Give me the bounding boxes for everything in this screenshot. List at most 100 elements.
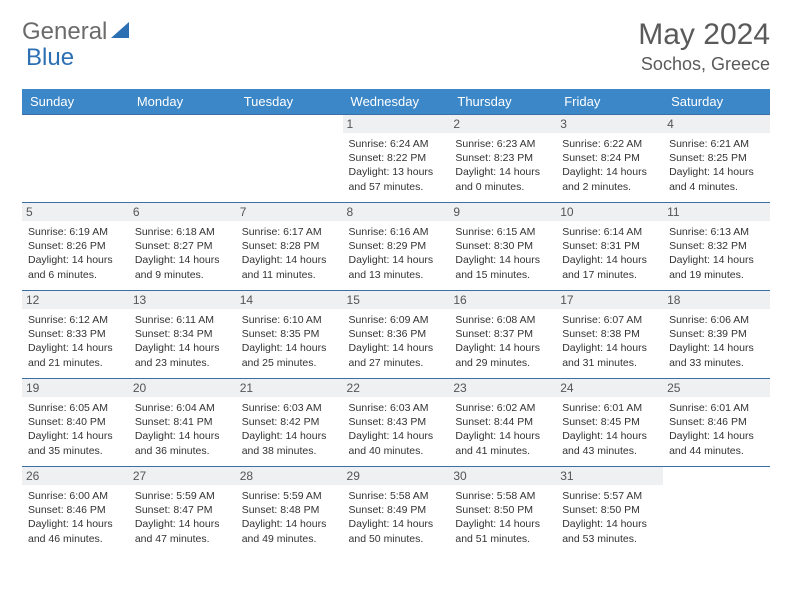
weekday-header: Monday xyxy=(129,89,236,115)
day-number: 18 xyxy=(663,291,770,309)
weekday-header: Sunday xyxy=(22,89,129,115)
day-details: Sunrise: 6:12 AMSunset: 8:33 PMDaylight:… xyxy=(28,313,123,370)
weekday-header: Saturday xyxy=(663,89,770,115)
day-details: Sunrise: 6:22 AMSunset: 8:24 PMDaylight:… xyxy=(562,137,657,194)
weekday-header: Tuesday xyxy=(236,89,343,115)
day-details: Sunrise: 6:03 AMSunset: 8:43 PMDaylight:… xyxy=(349,401,444,458)
day-number: 31 xyxy=(556,467,663,485)
month-title: May 2024 xyxy=(638,18,770,52)
calendar-week-row: ...1Sunrise: 6:24 AMSunset: 8:22 PMDayli… xyxy=(22,115,770,203)
day-details: Sunrise: 6:17 AMSunset: 8:28 PMDaylight:… xyxy=(242,225,337,282)
day-details: Sunrise: 6:06 AMSunset: 8:39 PMDaylight:… xyxy=(669,313,764,370)
calendar-day-cell: 30 Sunrise: 5:58 AMSunset: 8:50 PMDayligh… xyxy=(449,467,556,555)
weekday-header: Thursday xyxy=(449,89,556,115)
day-number: 3 xyxy=(556,115,663,133)
calendar-day-cell: 8 Sunrise: 6:16 AMSunset: 8:29 PMDaylight… xyxy=(343,203,450,291)
day-details: Sunrise: 6:11 AMSunset: 8:34 PMDaylight:… xyxy=(135,313,230,370)
calendar-day-cell: 5 Sunrise: 6:19 AMSunset: 8:26 PMDaylight… xyxy=(22,203,129,291)
calendar-day-cell: 29 Sunrise: 5:58 AMSunset: 8:49 PMDayligh… xyxy=(343,467,450,555)
day-details: Sunrise: 6:15 AMSunset: 8:30 PMDaylight:… xyxy=(455,225,550,282)
day-number: 16 xyxy=(449,291,556,309)
day-number: 4 xyxy=(663,115,770,133)
calendar-day-cell: . xyxy=(22,115,129,203)
calendar-day-cell: 1 Sunrise: 6:24 AMSunset: 8:22 PMDaylight… xyxy=(343,115,450,203)
calendar-day-cell: . xyxy=(129,115,236,203)
calendar-day-cell: 22 Sunrise: 6:03 AMSunset: 8:43 PMDayligh… xyxy=(343,379,450,467)
day-number: 11 xyxy=(663,203,770,221)
day-number: 2 xyxy=(449,115,556,133)
day-number: 10 xyxy=(556,203,663,221)
logo-sail-icon xyxy=(111,20,133,45)
day-details: Sunrise: 6:07 AMSunset: 8:38 PMDaylight:… xyxy=(562,313,657,370)
logo-text-general: General xyxy=(22,18,107,46)
calendar-day-cell: . xyxy=(663,467,770,555)
calendar-week-row: 12 Sunrise: 6:12 AMSunset: 8:33 PMDayligh… xyxy=(22,291,770,379)
day-details: Sunrise: 6:19 AMSunset: 8:26 PMDaylight:… xyxy=(28,225,123,282)
day-number: 21 xyxy=(236,379,343,397)
calendar-day-cell: 7 Sunrise: 6:17 AMSunset: 8:28 PMDaylight… xyxy=(236,203,343,291)
day-details: Sunrise: 6:24 AMSunset: 8:22 PMDaylight:… xyxy=(349,137,444,194)
calendar-day-cell: 28 Sunrise: 5:59 AMSunset: 8:48 PMDayligh… xyxy=(236,467,343,555)
day-number: 1 xyxy=(343,115,450,133)
day-number: 19 xyxy=(22,379,129,397)
day-details: Sunrise: 5:58 AMSunset: 8:50 PMDaylight:… xyxy=(455,489,550,546)
calendar-day-cell: 12 Sunrise: 6:12 AMSunset: 8:33 PMDayligh… xyxy=(22,291,129,379)
day-number: 6 xyxy=(129,203,236,221)
day-details: Sunrise: 5:59 AMSunset: 8:48 PMDaylight:… xyxy=(242,489,337,546)
day-details: Sunrise: 6:13 AMSunset: 8:32 PMDaylight:… xyxy=(669,225,764,282)
calendar-table: SundayMondayTuesdayWednesdayThursdayFrid… xyxy=(22,89,770,555)
day-number: 27 xyxy=(129,467,236,485)
day-details: Sunrise: 6:14 AMSunset: 8:31 PMDaylight:… xyxy=(562,225,657,282)
day-number: 28 xyxy=(236,467,343,485)
calendar-day-cell: 16Sunrise: 6:08 AMSunset: 8:37 PMDayligh… xyxy=(449,291,556,379)
calendar-day-cell: 27 Sunrise: 5:59 AMSunset: 8:47 PMDayligh… xyxy=(129,467,236,555)
day-number: 13 xyxy=(129,291,236,309)
day-details: Sunrise: 6:05 AMSunset: 8:40 PMDaylight:… xyxy=(28,401,123,458)
calendar-day-cell: 4 Sunrise: 6:21 AMSunset: 8:25 PMDaylight… xyxy=(663,115,770,203)
calendar-day-cell: 25Sunrise: 6:01 AMSunset: 8:46 PMDayligh… xyxy=(663,379,770,467)
day-details: Sunrise: 5:59 AMSunset: 8:47 PMDaylight:… xyxy=(135,489,230,546)
day-number: 30 xyxy=(449,467,556,485)
day-details: Sunrise: 6:04 AMSunset: 8:41 PMDaylight:… xyxy=(135,401,230,458)
day-number: 25 xyxy=(663,379,770,397)
day-details: Sunrise: 6:03 AMSunset: 8:42 PMDaylight:… xyxy=(242,401,337,458)
calendar-day-cell: 9 Sunrise: 6:15 AMSunset: 8:30 PMDaylight… xyxy=(449,203,556,291)
day-details: Sunrise: 6:21 AMSunset: 8:25 PMDaylight:… xyxy=(669,137,764,194)
day-number: 15 xyxy=(343,291,450,309)
calendar-day-cell: 24 Sunrise: 6:01 AMSunset: 8:45 PMDayligh… xyxy=(556,379,663,467)
day-details: Sunrise: 6:01 AMSunset: 8:45 PMDaylight:… xyxy=(562,401,657,458)
day-number: 12 xyxy=(22,291,129,309)
day-number: 5 xyxy=(22,203,129,221)
calendar-day-cell: 3 Sunrise: 6:22 AMSunset: 8:24 PMDaylight… xyxy=(556,115,663,203)
day-number: 14 xyxy=(236,291,343,309)
day-number: 7 xyxy=(236,203,343,221)
day-details: Sunrise: 6:10 AMSunset: 8:35 PMDaylight:… xyxy=(242,313,337,370)
calendar-week-row: 19 Sunrise: 6:05 AMSunset: 8:40 PMDayligh… xyxy=(22,379,770,467)
calendar-day-cell: 10 Sunrise: 6:14 AMSunset: 8:31 PMDayligh… xyxy=(556,203,663,291)
calendar-body: ...1Sunrise: 6:24 AMSunset: 8:22 PMDayli… xyxy=(22,115,770,555)
day-details: Sunrise: 6:00 AMSunset: 8:46 PMDaylight:… xyxy=(28,489,123,546)
day-number: 26 xyxy=(22,467,129,485)
day-number: 22 xyxy=(343,379,450,397)
calendar-day-cell: 20Sunrise: 6:04 AMSunset: 8:41 PMDayligh… xyxy=(129,379,236,467)
calendar-day-cell: 26 Sunrise: 6:00 AMSunset: 8:46 PMDayligh… xyxy=(22,467,129,555)
day-details: Sunrise: 6:16 AMSunset: 8:29 PMDaylight:… xyxy=(349,225,444,282)
day-details: Sunrise: 6:23 AMSunset: 8:23 PMDaylight:… xyxy=(455,137,550,194)
day-details: Sunrise: 6:09 AMSunset: 8:36 PMDaylight:… xyxy=(349,313,444,370)
day-number: 23 xyxy=(449,379,556,397)
day-number: 24 xyxy=(556,379,663,397)
day-details: Sunrise: 6:02 AMSunset: 8:44 PMDaylight:… xyxy=(455,401,550,458)
logo-text-blue: Blue xyxy=(26,44,74,71)
day-number: 9 xyxy=(449,203,556,221)
day-number: 8 xyxy=(343,203,450,221)
calendar-week-row: 26 Sunrise: 6:00 AMSunset: 8:46 PMDayligh… xyxy=(22,467,770,555)
calendar-day-cell: 23 Sunrise: 6:02 AMSunset: 8:44 PMDayligh… xyxy=(449,379,556,467)
calendar-day-cell: . xyxy=(236,115,343,203)
day-number: 29 xyxy=(343,467,450,485)
day-details: Sunrise: 5:58 AMSunset: 8:49 PMDaylight:… xyxy=(349,489,444,546)
calendar-day-cell: 14 Sunrise: 6:10 AMSunset: 8:35 PMDayligh… xyxy=(236,291,343,379)
calendar-day-cell: 21 Sunrise: 6:03 AMSunset: 8:42 PMDayligh… xyxy=(236,379,343,467)
calendar-day-cell: 19 Sunrise: 6:05 AMSunset: 8:40 PMDayligh… xyxy=(22,379,129,467)
day-details: Sunrise: 5:57 AMSunset: 8:50 PMDaylight:… xyxy=(562,489,657,546)
day-number: 17 xyxy=(556,291,663,309)
